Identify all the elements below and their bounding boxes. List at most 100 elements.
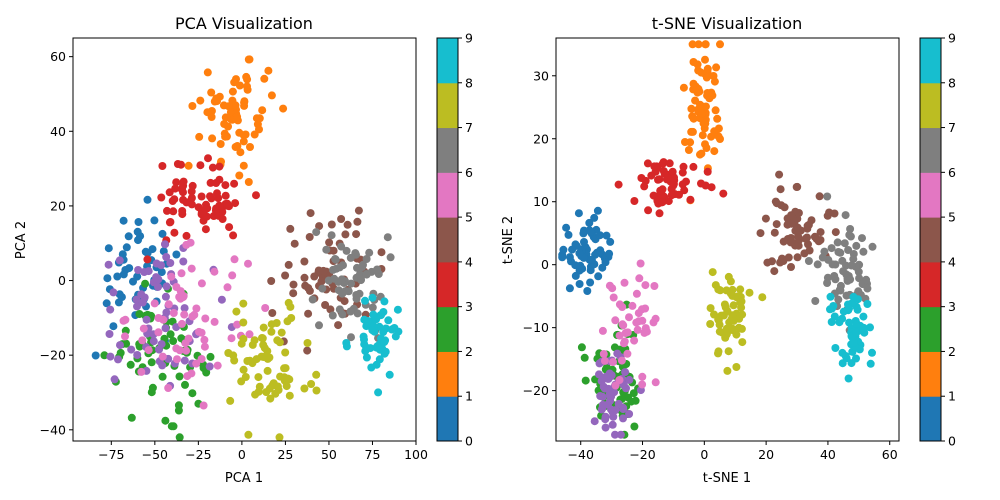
tsne-point-class-6 <box>628 301 637 310</box>
tsne-point-class-1 <box>702 73 711 82</box>
pca-point-class-6 <box>200 335 209 344</box>
pca-point-class-6 <box>121 315 130 324</box>
tsne-point-class-8 <box>728 324 737 333</box>
tsne-point-class-5 <box>776 185 785 194</box>
tsne-point-class-6 <box>641 304 650 313</box>
pca-point-class-4 <box>179 257 188 266</box>
tsne-point-class-9 <box>866 323 874 332</box>
tsne-point-class-8 <box>725 318 734 327</box>
pca-point-class-9 <box>361 296 369 305</box>
pca-point-class-6 <box>121 332 129 341</box>
pca-point-class-4 <box>110 375 119 384</box>
pca-point-class-6 <box>197 328 206 337</box>
tsne-point-class-1 <box>697 68 706 77</box>
tsne-point-class-7 <box>858 234 866 243</box>
pca-point-class-8 <box>266 394 275 403</box>
pca-x-tick-label: 75 <box>365 447 381 462</box>
tsne-point-class-0 <box>565 284 574 293</box>
pca-point-class-5 <box>315 222 324 231</box>
pca-point-class-8 <box>244 430 253 439</box>
pca-point-class-7 <box>362 270 371 279</box>
tsne-point-class-1 <box>714 132 723 141</box>
pca-point-class-6 <box>213 361 222 370</box>
pca-point-class-5 <box>304 309 313 318</box>
pca-point-class-5 <box>327 220 336 229</box>
pca-point-class-2 <box>148 383 157 392</box>
pca-point-class-5 <box>325 238 334 247</box>
tsne-point-class-2 <box>580 353 589 362</box>
tsne-colorbar-band <box>920 351 941 397</box>
pca-point-class-8 <box>263 366 272 375</box>
tsne-x-tick-label: 40 <box>820 447 836 462</box>
tsne-point-class-6 <box>618 320 627 329</box>
tsne-point-class-6 <box>611 381 620 390</box>
tsne-point-class-0 <box>586 278 595 287</box>
tsne-colorbar-tick-label: 8 <box>948 75 956 90</box>
pca-point-class-6 <box>227 334 236 343</box>
pca-point-class-5 <box>281 271 290 280</box>
tsne-colorbar-band <box>920 306 941 352</box>
pca-point-class-1 <box>195 132 204 141</box>
pca-point-class-3 <box>165 218 174 227</box>
pca-point-class-1 <box>216 140 225 148</box>
tsne-colorbar-ticks: 0 1 2 3 4 5 6 7 8 9 <box>941 31 956 449</box>
tsne-point-class-8 <box>732 363 741 371</box>
pca-point-class-1 <box>230 78 239 87</box>
pca-point-class-0 <box>157 268 166 277</box>
pca-point-class-8 <box>280 364 289 373</box>
tsne-x-ticks: −40 −20 0 20 40 60 <box>568 441 898 462</box>
pca-point-class-5 <box>354 206 363 215</box>
tsne-point-class-1 <box>684 146 693 154</box>
tsne-point-class-4 <box>601 372 610 381</box>
pca-point-class-9 <box>373 342 382 351</box>
pca-point-class-1 <box>235 171 244 180</box>
pca-point-class-4 <box>142 315 151 324</box>
tsne-axes-frame <box>555 37 900 442</box>
pca-point-class-3 <box>201 225 210 234</box>
pca-point-class-8 <box>258 334 266 342</box>
tsne-point-class-5 <box>787 219 796 228</box>
tsne-point-class-1 <box>698 109 706 118</box>
tsne-point-class-3 <box>654 175 662 184</box>
tsne-point-class-4 <box>619 405 628 414</box>
tsne-point-class-3 <box>640 182 649 191</box>
tsne-point-class-5 <box>763 258 772 267</box>
tsne-y-tick-label: 10 <box>533 194 549 209</box>
tsne-point-class-8 <box>726 277 735 286</box>
tsne-point-class-0 <box>574 209 583 218</box>
tsne-point-class-5 <box>770 267 779 276</box>
pca-point-class-7 <box>318 284 327 293</box>
pca-point-class-2 <box>135 310 144 318</box>
pca-point-class-3 <box>182 231 191 240</box>
tsne-point-class-5 <box>825 208 834 217</box>
pca-point-class-0 <box>104 244 113 253</box>
pca-point-class-1 <box>236 148 245 157</box>
pca-point-class-1 <box>239 161 248 170</box>
pca-point-class-6 <box>245 330 254 339</box>
pca-point-class-6 <box>192 359 201 368</box>
pca-point-class-0 <box>134 236 142 245</box>
tsne-point-class-5 <box>793 253 802 262</box>
tsne-panel: t-SNE Visualization −40 −20 0 20 40 60 −20−10… <box>501 14 956 486</box>
tsne-colorbar-tick-label: 0 <box>948 434 956 449</box>
tsne-point-class-0 <box>583 287 592 295</box>
pca-points <box>91 55 403 442</box>
tsne-point-class-5 <box>770 228 779 237</box>
pca-point-class-8 <box>237 339 246 348</box>
tsne-point-class-4 <box>601 423 610 432</box>
pca-colorbar-tick-label: 2 <box>465 344 473 359</box>
tsne-point-class-1 <box>703 89 712 97</box>
pca-point-class-8 <box>259 323 268 332</box>
pca-point-class-5 <box>377 248 386 257</box>
tsne-point-class-3 <box>658 159 667 168</box>
pca-point-class-0 <box>109 322 118 331</box>
pca-point-class-8 <box>284 298 293 307</box>
pca-point-class-1 <box>188 102 197 110</box>
pca-point-class-1 <box>184 161 193 170</box>
tsne-point-class-3 <box>707 183 716 192</box>
tsne-point-class-5 <box>779 237 788 246</box>
tsne-point-class-4 <box>619 414 627 423</box>
pca-point-class-6 <box>210 267 219 276</box>
pca-point-class-5 <box>268 309 277 317</box>
